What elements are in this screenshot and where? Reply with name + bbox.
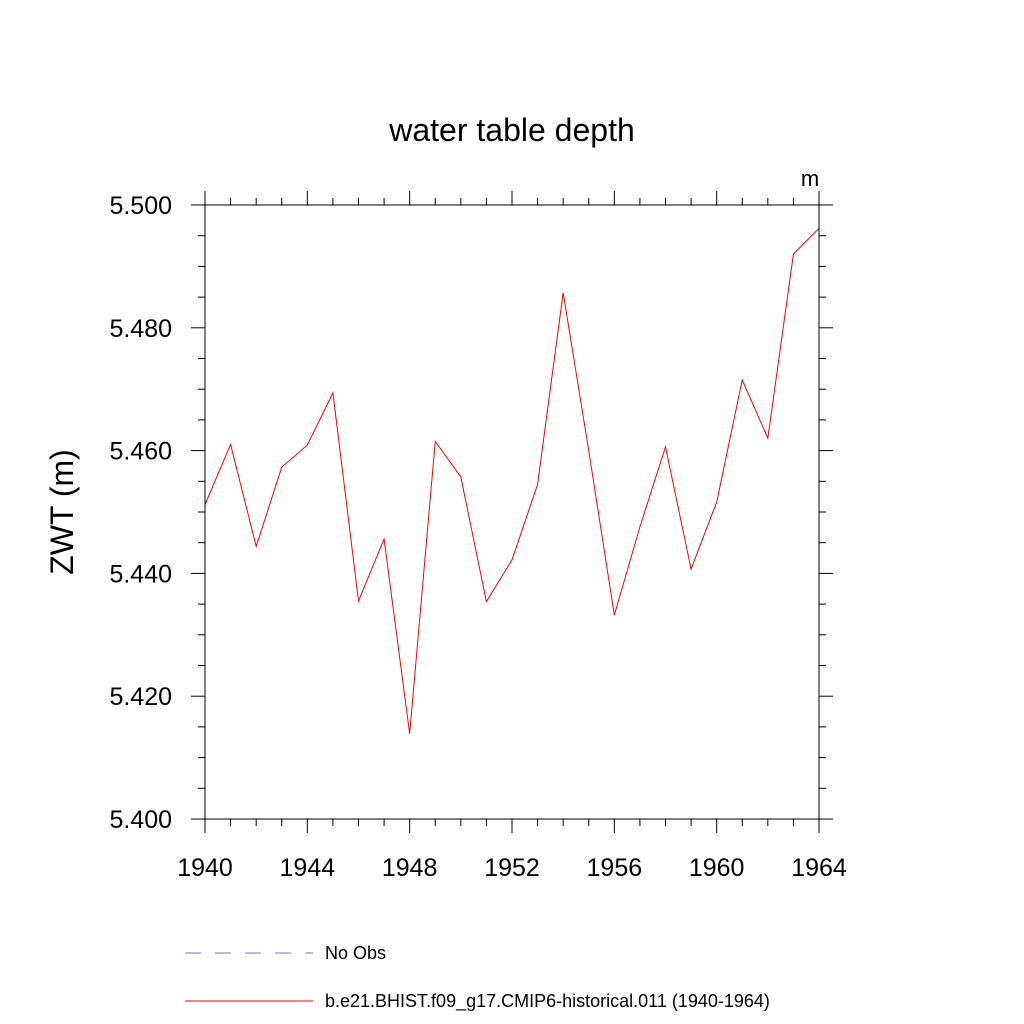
x-tick-label: 1952 bbox=[484, 854, 540, 882]
legend-label-historical: b.e21.BHIST.f09_g17.CMIP6-historical.011… bbox=[325, 991, 770, 1012]
y-tick-label: 5.400 bbox=[109, 806, 172, 834]
y-axis-label: ZWT (m) bbox=[44, 449, 80, 575]
axis-tick-labels: 1940 1944 1948 1952 1956 1960 1964 5.400 5.420 5.… bbox=[109, 192, 846, 882]
chart-title: water table depth bbox=[388, 112, 635, 148]
axis-ticks bbox=[191, 191, 833, 833]
x-tick-label: 1948 bbox=[382, 854, 438, 882]
x-tick-label: 1944 bbox=[280, 854, 336, 882]
y-tick-label: 5.440 bbox=[109, 560, 172, 588]
series-line-1 bbox=[204, 227, 820, 734]
x-tick-label: 1940 bbox=[177, 854, 233, 882]
legend: No Obs b.e21.BHIST.f09_g17.CMIP6-histori… bbox=[185, 943, 770, 1012]
series-layer bbox=[204, 227, 820, 734]
units-label: m bbox=[801, 166, 819, 191]
y-tick-label: 5.420 bbox=[109, 683, 172, 711]
y-tick-label: 5.480 bbox=[109, 315, 172, 343]
x-tick-label: 1964 bbox=[791, 854, 847, 882]
x-tick-label: 1956 bbox=[587, 854, 643, 882]
plot-frame bbox=[204, 204, 820, 820]
y-tick-label: 5.500 bbox=[109, 192, 172, 220]
y-tick-label: 5.460 bbox=[109, 438, 172, 466]
x-tick-label: 1960 bbox=[689, 854, 745, 882]
legend-label-no-obs: No Obs bbox=[325, 943, 386, 963]
